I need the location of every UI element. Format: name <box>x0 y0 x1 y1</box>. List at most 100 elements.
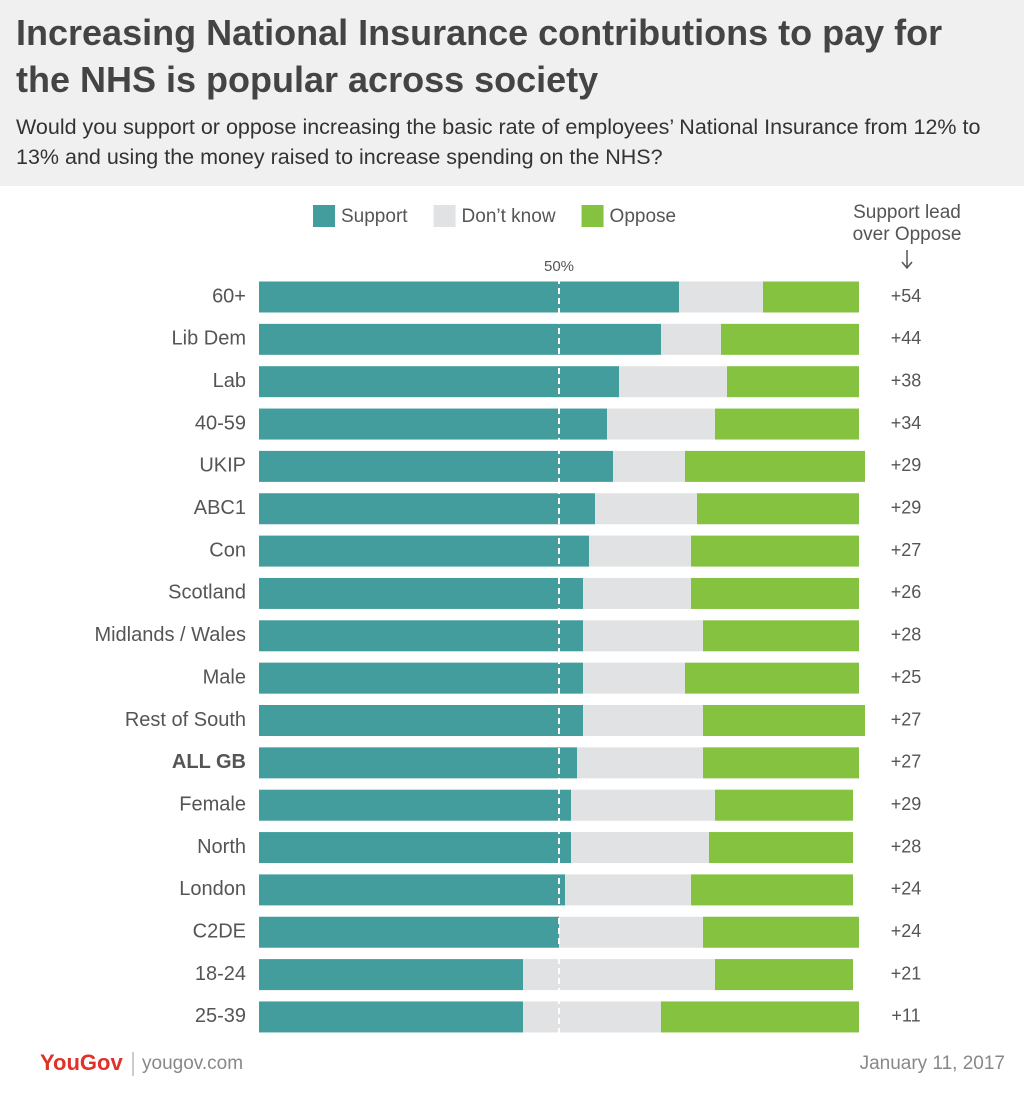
bar-segment <box>259 577 583 609</box>
bar-segment <box>259 789 571 821</box>
bar-segment <box>679 281 763 313</box>
y-tick-label: Male <box>203 666 246 688</box>
legend-label: Oppose <box>610 206 677 227</box>
lead-label: +29 <box>891 794 922 814</box>
text-line: 13% and using the money raised to increa… <box>16 145 663 169</box>
lead-label: +26 <box>891 582 922 602</box>
y-tick-label: Rest of South <box>125 709 246 731</box>
lead-label: +34 <box>891 413 922 433</box>
bar-segment <box>697 493 859 525</box>
bar-segment <box>259 916 559 948</box>
legend-swatch <box>581 205 604 227</box>
bar-segment <box>259 747 577 779</box>
bar-segment <box>661 1001 859 1033</box>
brand: YouGov <box>40 1050 123 1075</box>
lead-label: +24 <box>891 879 922 899</box>
bar-segment <box>259 620 583 652</box>
bar-segment <box>259 874 565 906</box>
y-tick-label: 18-24 <box>195 963 246 985</box>
lead-label: +11 <box>891 1006 920 1026</box>
y-tick-label: 25-39 <box>195 1005 246 1027</box>
bar-segment <box>583 662 685 694</box>
y-tick-label: 60+ <box>212 285 246 307</box>
bar-segment <box>613 450 685 482</box>
bar-segment <box>259 959 523 991</box>
bar-segment <box>595 493 697 525</box>
lead-label: +24 <box>891 921 922 941</box>
bar-segment <box>715 789 853 821</box>
y-tick-label: Midlands / Wales <box>94 624 246 646</box>
y-tick-label: Con <box>209 539 246 561</box>
y-tick-label: Scotland <box>168 582 246 604</box>
bar-segment <box>607 408 715 440</box>
chart-subtitle: Would you support or oppose increasing t… <box>16 115 980 169</box>
bar-segment <box>577 747 703 779</box>
y-tick-label: ALL GB <box>172 751 246 773</box>
chart-title: Increasing National Insurance contributi… <box>16 12 942 100</box>
lead-label: +29 <box>891 455 922 475</box>
y-tick-label: Lab <box>213 370 246 392</box>
bar-segment <box>259 662 583 694</box>
y-tick-label: ABC1 <box>194 497 246 519</box>
bar-segment <box>763 281 859 313</box>
lead-label: +54 <box>891 286 922 306</box>
lead-label: +27 <box>891 709 922 729</box>
bar-segment <box>583 620 703 652</box>
lead-label: +21 <box>891 963 922 983</box>
bar-segment <box>259 705 583 736</box>
bar-segment <box>685 662 859 694</box>
bar-segment <box>721 323 859 355</box>
header-background <box>0 0 1024 186</box>
lead-label: +28 <box>891 625 922 645</box>
bar-segment <box>703 705 865 736</box>
date: January 11, 2017 <box>860 1053 1005 1074</box>
bar-segment <box>691 874 853 906</box>
bar-segment <box>703 916 859 948</box>
bar-segment <box>259 281 679 313</box>
text-line: Would you support or oppose increasing t… <box>16 115 980 139</box>
bar-segment <box>259 408 607 440</box>
y-tick-label: London <box>179 878 246 900</box>
bar-segment <box>691 535 859 567</box>
bar-segment <box>571 832 709 864</box>
legend-label: Don’t know <box>462 206 556 227</box>
lead-label: +27 <box>891 752 922 772</box>
lead-title: Support lead over Oppose <box>853 202 962 245</box>
bar-segment <box>523 959 715 991</box>
bar-segment <box>559 916 703 948</box>
y-tick-label: Lib Dem <box>172 328 246 350</box>
lead-label: +28 <box>891 836 922 856</box>
lead-label: +38 <box>891 370 922 390</box>
y-tick-label: UKIP <box>199 455 246 477</box>
bar-segment <box>589 535 691 567</box>
bar-segment <box>619 366 727 398</box>
y-tick-label: Female <box>179 793 246 815</box>
lead-label: +27 <box>891 540 922 560</box>
bar-segment <box>703 747 859 779</box>
bar-segment <box>259 323 661 355</box>
text-line: Increasing National Insurance contributi… <box>16 12 942 53</box>
lead-label: +25 <box>891 667 922 687</box>
lead-label: +29 <box>891 498 922 518</box>
bar-segment <box>565 874 691 906</box>
source: yougov.com <box>142 1053 243 1074</box>
bar-segment <box>685 450 865 482</box>
bar-segment <box>583 577 691 609</box>
legend-label: Support <box>341 206 408 227</box>
legend-swatch <box>433 205 456 227</box>
bar-segment <box>259 535 589 567</box>
lead-label: +44 <box>891 328 922 348</box>
bar-segment <box>523 1001 661 1033</box>
bar-segment <box>727 366 859 398</box>
bar-segment <box>259 366 619 398</box>
bar-segment <box>259 832 571 864</box>
bar-segment <box>703 620 859 652</box>
legend-swatch <box>313 205 335 227</box>
y-tick-label: C2DE <box>193 921 246 943</box>
bar-segment <box>583 705 703 736</box>
text-line: the NHS is popular across society <box>16 59 598 100</box>
bar-segment <box>715 408 859 440</box>
bar-segment <box>259 450 613 482</box>
bar-segment <box>709 832 853 864</box>
